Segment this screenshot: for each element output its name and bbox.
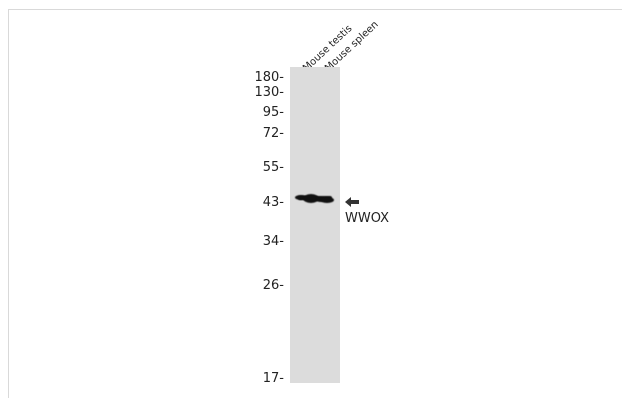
blot-membrane [290, 67, 340, 383]
left-arrow-icon [345, 197, 359, 207]
band-lane-1-left [295, 195, 307, 200]
marker-26: 26- [262, 278, 284, 293]
marker-55: 55- [262, 160, 284, 175]
band-lane-2-main [320, 197, 334, 203]
frame-left-border [8, 9, 9, 398]
target-protein-label: WWOX [345, 211, 390, 226]
marker-43: 43- [262, 195, 284, 210]
marker-180: 180- [254, 70, 284, 85]
frame-top-border [8, 9, 622, 10]
marker-72: 72- [262, 126, 284, 141]
marker-95: 95- [262, 105, 284, 120]
marker-17: 17- [262, 371, 284, 386]
marker-34: 34- [262, 234, 284, 249]
band-lane-1-main [303, 194, 319, 203]
marker-130: 130- [254, 85, 284, 100]
